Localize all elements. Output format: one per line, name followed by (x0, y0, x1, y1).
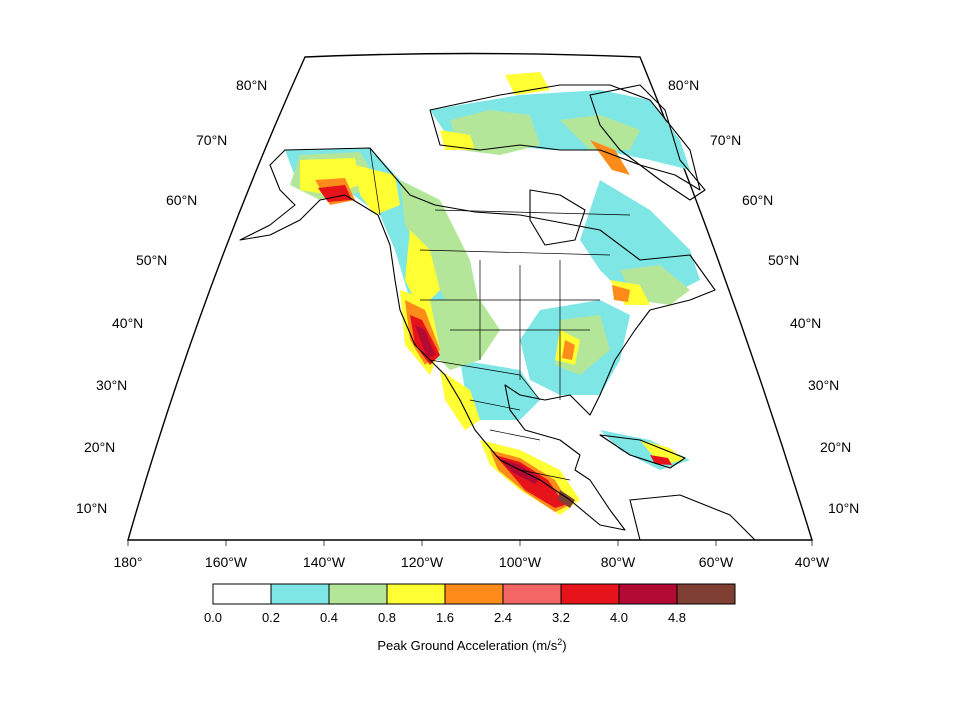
lat-label-50n-left: 50°N (136, 252, 167, 268)
legend-swatch-3 (386, 583, 446, 605)
legend-swatches (212, 583, 736, 605)
legend-tick-label-4: 1.6 (436, 610, 454, 625)
legend-title-superscript: 2 (557, 637, 562, 647)
lat-label-30n-right: 30°N (808, 377, 839, 393)
lat-label-40n-right: 40°N (790, 315, 821, 331)
legend-tick-labels: 0.0 0.2 0.4 0.8 1.6 2.4 3.2 4.0 4.8 (204, 610, 686, 625)
latitude-labels-right: 80°N 70°N 60°N 50°N 40°N 30°N 20°N 10°N (668, 77, 859, 516)
legend-tick-label-7: 4.0 (610, 610, 628, 625)
legend-swatch-2 (328, 583, 388, 605)
lon-label-40w: 40°W (795, 554, 830, 570)
lat-label-80n-left: 80°N (236, 77, 267, 93)
lon-label-100w: 100°W (499, 554, 542, 570)
legend-swatch-0 (212, 583, 272, 605)
longitude-axis: 180° 160°W 140°W 120°W 100°W 80°W 60°W 4… (114, 540, 830, 570)
lat-label-40n-left: 40°N (112, 315, 143, 331)
lat-label-60n-right: 60°N (742, 192, 773, 208)
lat-label-70n-left: 70°N (196, 132, 227, 148)
lon-label-80w: 80°W (601, 554, 636, 570)
lat-label-10n-right: 10°N (828, 500, 859, 516)
lon-label-120w: 120°W (401, 554, 444, 570)
political-borders (369, 147, 631, 481)
color-legend: 0.0 0.2 0.4 0.8 1.6 2.4 3.2 4.0 4.8 Peak Ground … (204, 583, 736, 653)
lat-label-60n-left: 60°N (166, 192, 197, 208)
legend-swatch-8 (676, 583, 736, 605)
legend-tick-label-5: 2.4 (494, 610, 512, 625)
legend-swatch-4 (444, 583, 504, 605)
legend-swatch-7 (618, 583, 678, 605)
legend-tick-label-0: 0.0 (204, 610, 222, 625)
lat-label-50n-right: 50°N (768, 252, 799, 268)
legend-tick-label-8: 4.8 (668, 610, 686, 625)
latitude-labels-left: 80°N 70°N 60°N 50°N 40°N 30°N 20°N 10°N (76, 77, 267, 516)
legend-tick-label-3: 0.8 (378, 610, 396, 625)
lat-label-80n-right: 80°N (668, 77, 699, 93)
lon-label-180: 180° (114, 554, 143, 570)
lon-label-160w: 160°W (205, 554, 248, 570)
legend-tick-label-2: 0.4 (320, 610, 338, 625)
legend-title-main: Peak Ground Acceleration (m/s (377, 638, 557, 653)
legend-tick-label-1: 0.2 (262, 610, 280, 625)
legend-title: Peak Ground Acceleration (m/s2) (377, 637, 566, 653)
lon-label-140w: 140°W (303, 554, 346, 570)
lat-label-10n-left: 10°N (76, 500, 107, 516)
legend-swatch-6 (560, 583, 620, 605)
legend-swatch-5 (502, 583, 562, 605)
lat-label-70n-right: 70°N (710, 132, 741, 148)
lat-label-30n-left: 30°N (96, 377, 127, 393)
legend-swatch-1 (270, 583, 330, 605)
legend-tick-label-6: 3.2 (552, 610, 570, 625)
coastlines (239, 84, 756, 541)
lon-label-60w: 60°W (699, 554, 734, 570)
legend-title-close: ) (562, 638, 566, 653)
lat-label-20n-left: 20°N (84, 439, 115, 455)
lat-label-20n-right: 20°N (820, 439, 851, 455)
hazard-fields (285, 72, 700, 515)
